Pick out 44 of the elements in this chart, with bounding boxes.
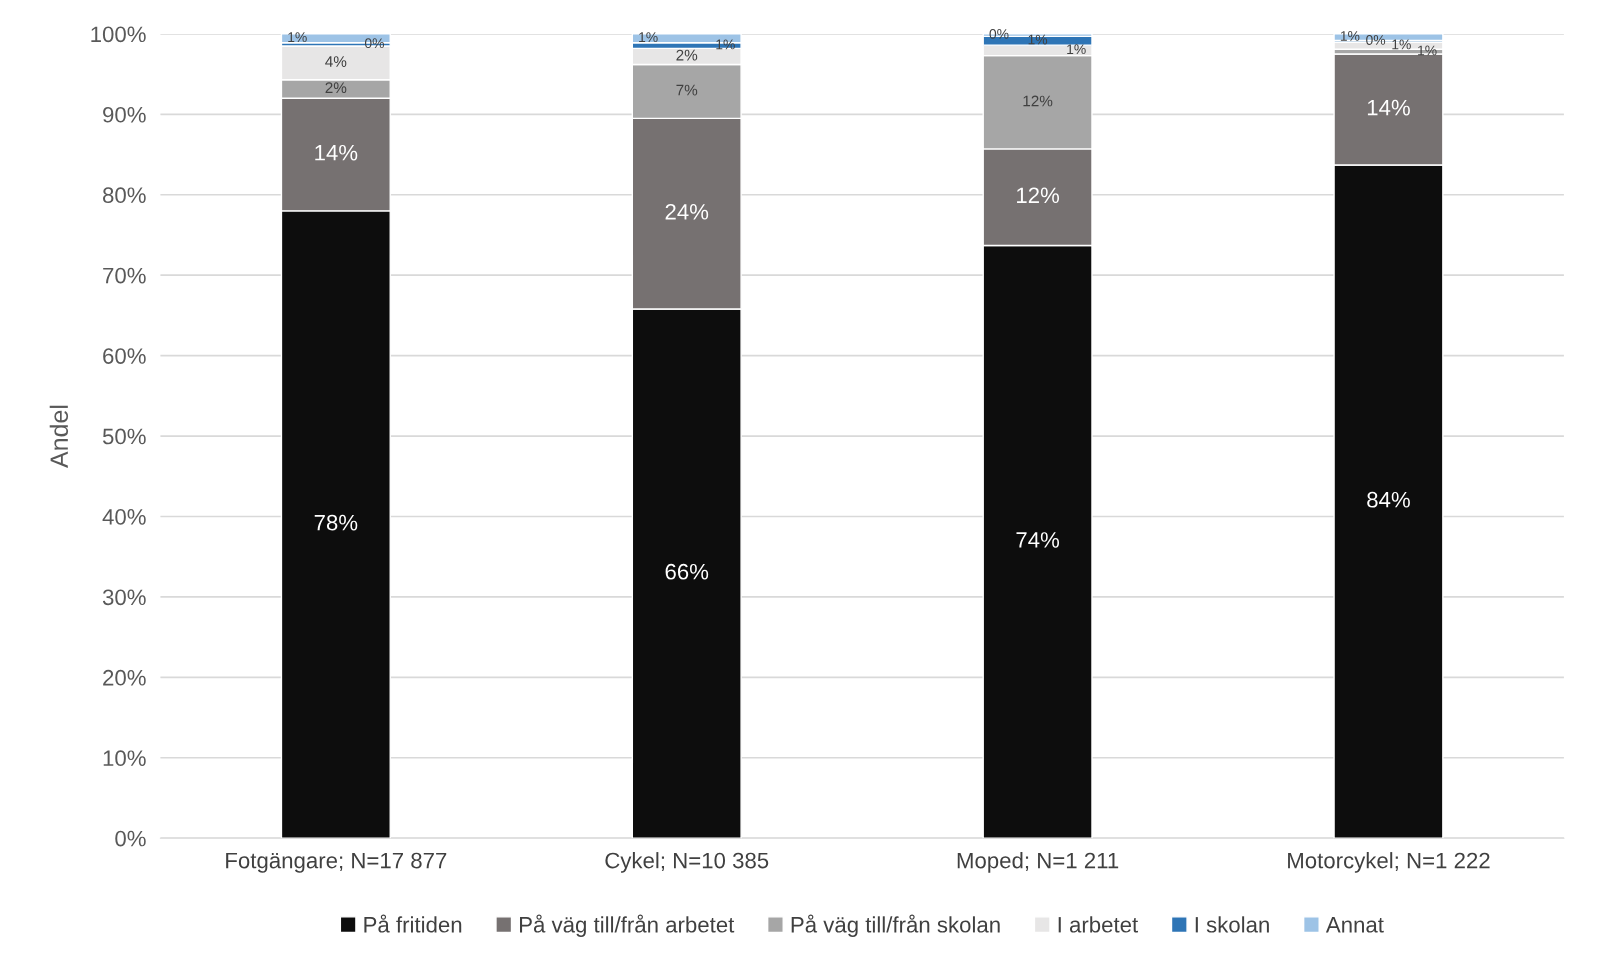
data-label: 2% [325,82,347,94]
y-tick-label: 70% [103,267,146,284]
y-tick-label: 20% [103,669,146,686]
legend-label: På väg till/från skolan [791,914,1000,938]
legend-label: I arbetet [1058,916,1139,933]
y-tick-label: 60% [103,348,146,364]
data-label: 0% [1366,35,1386,45]
data-label: 14% [1367,99,1410,116]
data-label: 1% [1392,39,1411,50]
data-label: 1% [639,32,658,43]
y-tick-label: 90% [103,106,146,123]
data-label: 4% [325,56,347,67]
data-label: 1% [1028,34,1048,45]
x-tick-label: Cykel; N=10 385 [605,852,769,873]
legend-label: På väg till/från arbetet [520,914,735,938]
data-label: 1% [288,32,307,43]
data-label: 84% [1367,491,1410,508]
data-label: 74% [1016,532,1060,548]
data-label: 2% [676,49,698,61]
y-tick-label: 50% [102,428,146,445]
data-label: 12% [1023,95,1053,107]
legend-label: Annat [1325,917,1384,933]
y-tick-label: 40% [102,509,146,525]
y-tick-label: 10% [103,750,146,767]
x-tick-label: Fotgängare; N=17 877 [226,852,447,873]
y-tick-label: 30% [102,589,146,606]
data-label: 24% [665,203,709,220]
y-axis-title: Andel [49,405,69,468]
y-tick-label: 80% [103,187,146,204]
data-label: 78% [314,514,358,531]
x-tick-label: Moped; N=1 211 [957,852,1119,873]
legend-label: I skolan [1195,916,1269,933]
data-label: 14% [315,144,358,161]
data-label: 7% [676,84,698,96]
y-tick-label: 0% [115,830,146,847]
legend-label: På fritiden [364,914,462,933]
data-label: 66% [665,563,709,580]
data-label: 12% [1017,187,1060,204]
data-label: 1% [1340,31,1360,41]
data-label: 1% [1418,45,1437,56]
x-tick-label: Motorcykel; N=1 222 [1288,852,1490,873]
data-label: 0% [989,29,1009,39]
data-label: 1% [1067,44,1086,55]
y-tick-label: 100% [91,26,146,43]
